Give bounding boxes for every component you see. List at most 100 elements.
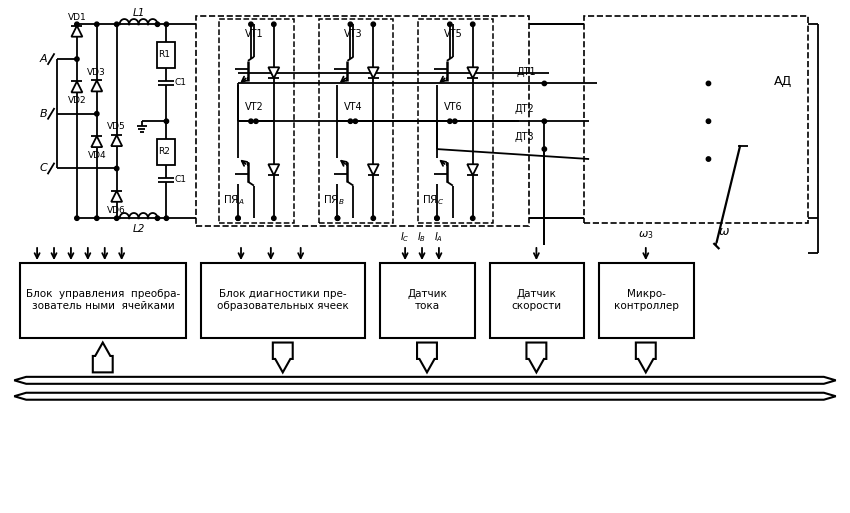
Circle shape <box>94 216 99 221</box>
Circle shape <box>542 119 547 124</box>
Circle shape <box>156 216 160 221</box>
Text: VT1: VT1 <box>245 29 264 39</box>
Circle shape <box>115 166 119 171</box>
Circle shape <box>164 22 168 27</box>
Circle shape <box>94 22 99 27</box>
Text: VT6: VT6 <box>444 102 462 112</box>
Circle shape <box>75 22 79 27</box>
Polygon shape <box>368 164 379 175</box>
Polygon shape <box>468 164 479 175</box>
Polygon shape <box>269 67 280 78</box>
Circle shape <box>94 112 99 116</box>
Polygon shape <box>14 393 836 400</box>
Circle shape <box>434 216 439 221</box>
Polygon shape <box>71 82 82 92</box>
Bar <box>418 19 493 223</box>
Bar <box>20 263 186 338</box>
Text: VT2: VT2 <box>245 102 264 112</box>
Bar <box>219 19 294 223</box>
Text: ПЯ$_C$: ПЯ$_C$ <box>422 193 444 207</box>
Polygon shape <box>93 343 113 372</box>
Polygon shape <box>111 191 122 202</box>
Text: C: C <box>39 164 47 173</box>
Circle shape <box>249 119 253 124</box>
Text: Блок  управления  преобра-
зователь ными  ячейками: Блок управления преобра- зователь ными я… <box>26 289 180 311</box>
Bar <box>157 42 175 68</box>
Text: ДТ3: ДТ3 <box>514 132 535 142</box>
Circle shape <box>471 216 475 221</box>
Circle shape <box>254 119 258 124</box>
Polygon shape <box>526 343 547 372</box>
Text: VD3: VD3 <box>88 68 106 76</box>
Circle shape <box>706 81 711 86</box>
Polygon shape <box>91 136 102 147</box>
Circle shape <box>272 22 276 27</box>
Polygon shape <box>636 343 655 372</box>
Polygon shape <box>468 67 479 78</box>
Text: VD6: VD6 <box>107 206 126 215</box>
Circle shape <box>156 22 160 27</box>
Text: ДТ2: ДТ2 <box>514 104 535 114</box>
Text: B: B <box>39 109 47 119</box>
Circle shape <box>371 22 376 27</box>
Text: A: A <box>39 54 47 64</box>
Circle shape <box>164 119 168 124</box>
Bar <box>196 16 530 226</box>
Text: VT4: VT4 <box>344 102 363 112</box>
Text: ω: ω <box>719 225 729 238</box>
Text: R2: R2 <box>158 147 170 156</box>
Circle shape <box>448 119 452 124</box>
Circle shape <box>75 216 79 221</box>
Text: Микро-
контроллер: Микро- контроллер <box>614 289 679 311</box>
Text: $I_A$: $I_A$ <box>434 230 444 244</box>
Bar <box>157 139 175 165</box>
Text: Датчик
тока: Датчик тока <box>407 289 447 311</box>
Circle shape <box>75 57 79 61</box>
Circle shape <box>453 119 457 124</box>
Text: L2: L2 <box>133 224 144 234</box>
Bar <box>584 16 808 223</box>
Text: $I_B$: $I_B$ <box>417 230 427 244</box>
Text: VT5: VT5 <box>444 29 462 39</box>
Circle shape <box>115 22 119 27</box>
Circle shape <box>354 119 358 124</box>
Circle shape <box>249 22 253 27</box>
Bar <box>319 19 394 223</box>
Bar <box>490 263 584 338</box>
Text: L1: L1 <box>133 8 144 18</box>
Text: VD2: VD2 <box>68 96 86 105</box>
Circle shape <box>335 216 340 221</box>
Text: $I_C$: $I_C$ <box>400 230 410 244</box>
Circle shape <box>471 22 475 27</box>
Text: Датчик
скорости: Датчик скорости <box>512 289 562 311</box>
Circle shape <box>235 216 241 221</box>
Circle shape <box>348 22 353 27</box>
Bar <box>599 263 694 338</box>
Circle shape <box>706 119 711 124</box>
Text: VD4: VD4 <box>88 151 106 160</box>
Circle shape <box>348 119 353 124</box>
Circle shape <box>434 216 439 221</box>
Circle shape <box>706 157 711 161</box>
Text: VT3: VT3 <box>344 29 363 39</box>
Polygon shape <box>269 164 280 175</box>
Circle shape <box>542 81 547 86</box>
Circle shape <box>235 216 241 221</box>
Circle shape <box>272 216 276 221</box>
Circle shape <box>448 22 452 27</box>
Polygon shape <box>91 81 102 91</box>
Text: ДТ1: ДТ1 <box>517 67 536 76</box>
Text: VD5: VD5 <box>107 122 126 131</box>
Text: VD1: VD1 <box>67 13 86 22</box>
Bar <box>201 263 366 338</box>
Polygon shape <box>368 67 379 78</box>
Circle shape <box>115 216 119 221</box>
Bar <box>380 263 475 338</box>
Text: $\omega_3$: $\omega_3$ <box>638 229 654 241</box>
Text: C1: C1 <box>174 175 186 184</box>
Polygon shape <box>417 343 437 372</box>
Circle shape <box>371 216 376 221</box>
Circle shape <box>164 216 168 221</box>
Polygon shape <box>273 343 292 372</box>
Circle shape <box>335 216 340 221</box>
